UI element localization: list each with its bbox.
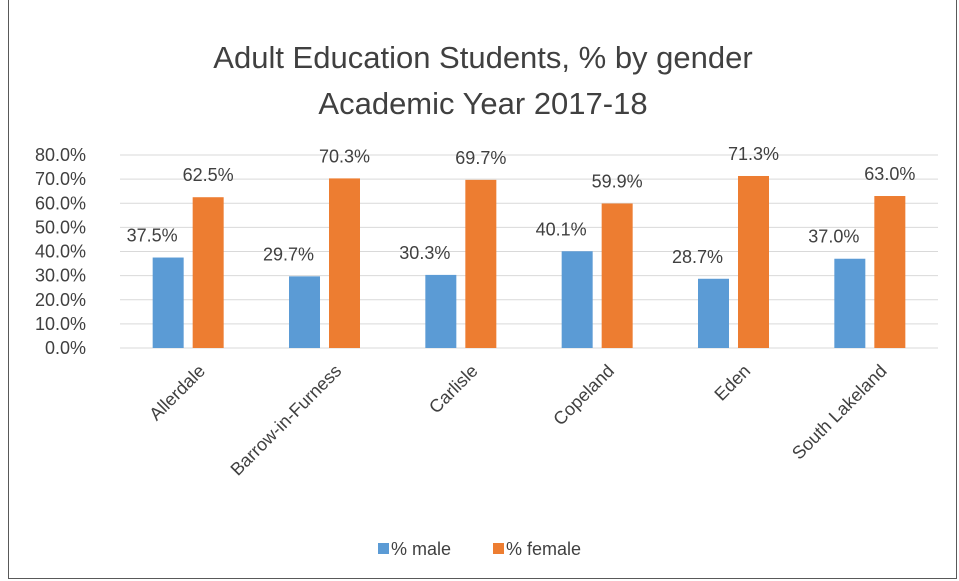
y-tick-label: 10.0% bbox=[35, 314, 86, 334]
chart-title-line-2: Academic Year 2017-18 bbox=[318, 86, 647, 121]
data-label: 63.0% bbox=[864, 164, 915, 184]
y-tick-label: 50.0% bbox=[35, 217, 86, 237]
y-tick-label: 0.0% bbox=[45, 338, 86, 358]
y-tick-label: 30.0% bbox=[35, 266, 86, 286]
data-label: 69.7% bbox=[455, 148, 506, 168]
data-label: 40.1% bbox=[536, 219, 587, 239]
data-label: 28.7% bbox=[672, 247, 723, 267]
bar-female bbox=[738, 175, 769, 348]
bar-male bbox=[698, 278, 729, 348]
bar-female bbox=[601, 203, 633, 348]
data-label: 30.3% bbox=[399, 243, 450, 263]
data-label: 59.9% bbox=[592, 171, 643, 191]
x-axis-category-labels: Allerdale Barrow-in-Furness Carlisle Copela… bbox=[145, 361, 890, 480]
bar-male bbox=[289, 276, 320, 348]
data-labels: 37.5% 62.5% 29.7% 70.3% 30.3% 69.7% 40.1% 59.9%… bbox=[127, 144, 916, 267]
data-label: 29.7% bbox=[263, 244, 314, 264]
y-tick-label: 40.0% bbox=[35, 242, 86, 262]
bar-female bbox=[874, 196, 906, 348]
legend-item: % female bbox=[493, 539, 581, 559]
x-category-label: Barrow-in-Furness bbox=[227, 361, 346, 480]
x-category-label: South Lakeland bbox=[788, 361, 891, 464]
bar-male bbox=[152, 257, 184, 348]
data-label: 37.0% bbox=[808, 227, 859, 247]
gridlines bbox=[120, 154, 938, 349]
y-tick-label: 80.0% bbox=[35, 145, 86, 165]
legend-item: % male bbox=[378, 539, 451, 559]
data-label: 71.3% bbox=[728, 144, 779, 164]
data-label: 37.5% bbox=[127, 226, 178, 246]
bar-female bbox=[192, 197, 224, 348]
bar-male bbox=[834, 258, 866, 348]
bar-female bbox=[465, 179, 497, 348]
y-tick-label: 20.0% bbox=[35, 290, 86, 310]
x-category-label: Eden bbox=[710, 361, 754, 405]
bar-male bbox=[561, 251, 593, 348]
y-axis-tick-labels: 0.0% 10.0% 20.0% 30.0% 40.0% 50.0% 60.0% 70.0% 8… bbox=[35, 145, 86, 358]
bar-female bbox=[329, 178, 360, 348]
bars bbox=[152, 175, 906, 348]
chart-title-line-1: Adult Education Students, % by gender bbox=[213, 40, 752, 75]
legend-label: % male bbox=[391, 539, 451, 559]
legend: % male % female bbox=[378, 539, 581, 559]
legend-label: % female bbox=[506, 539, 581, 559]
x-category-label: Allerdale bbox=[145, 361, 209, 425]
x-category-label: Carlisle bbox=[425, 361, 482, 418]
legend-swatch bbox=[378, 543, 389, 554]
legend-swatch bbox=[493, 543, 504, 554]
bar-male bbox=[425, 274, 457, 348]
x-category-label: Copeland bbox=[549, 361, 618, 430]
data-label: 70.3% bbox=[319, 146, 370, 166]
data-label: 62.5% bbox=[183, 165, 234, 185]
y-tick-label: 70.0% bbox=[35, 169, 86, 189]
y-tick-label: 60.0% bbox=[35, 193, 86, 213]
